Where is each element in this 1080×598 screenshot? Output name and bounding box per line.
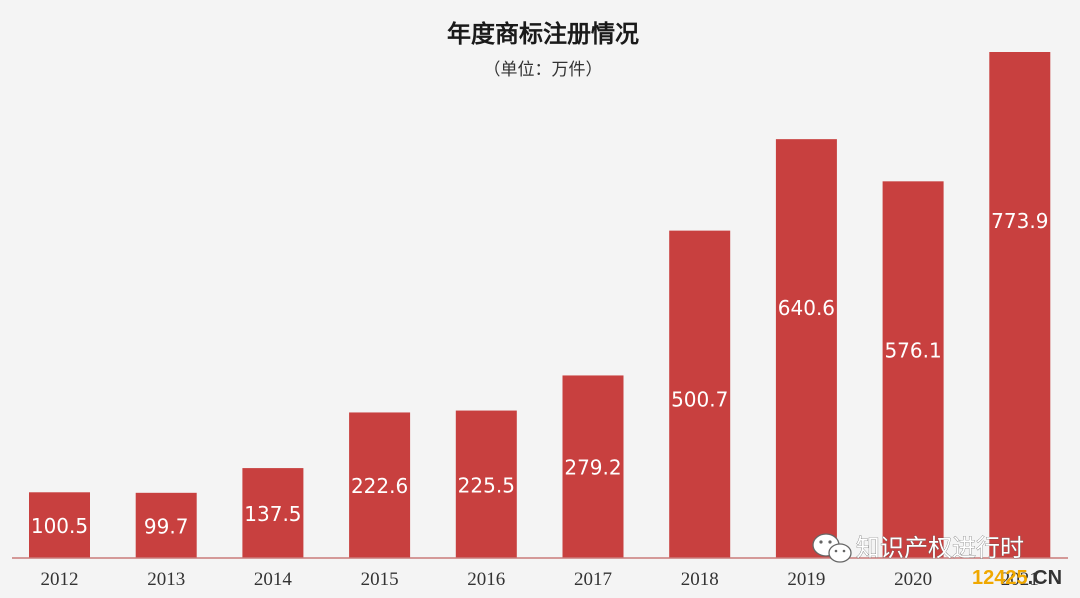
watermark-site-digits: 12425 — [972, 567, 1028, 589]
x-tick-2012: 2012 — [41, 569, 79, 590]
value-label-2016: 225.5 — [458, 473, 515, 497]
bar-2015 — [349, 412, 411, 558]
value-label-2015: 222.6 — [351, 474, 408, 498]
value-label-2013: 99.7 — [144, 514, 189, 538]
x-tick-2016: 2016 — [467, 569, 505, 590]
chart-title: 年度商标注册情况 — [447, 20, 639, 48]
value-label-2014: 137.5 — [244, 502, 301, 526]
value-label-2018: 500.7 — [671, 388, 728, 412]
x-tick-2017: 2017 — [574, 569, 612, 590]
x-tick-2014: 2014 — [254, 569, 293, 590]
x-tick-2019: 2019 — [787, 569, 825, 590]
value-label-2017: 279.2 — [564, 456, 621, 480]
x-tick-2013: 2013 — [147, 569, 185, 590]
x-tick-2021: 2021 — [1001, 569, 1039, 590]
watermark-site: 12425.CN — [972, 567, 1062, 589]
bar-2013 — [135, 492, 197, 558]
x-tick-2018: 2018 — [681, 569, 719, 590]
x-tick-2015: 2015 — [361, 569, 399, 590]
value-label-2019: 640.6 — [778, 296, 835, 320]
bar-2014 — [242, 468, 304, 558]
bar-2018 — [669, 230, 731, 558]
watermark: 知识产权进行时 12425.CN — [812, 533, 1062, 589]
bar-2017 — [562, 375, 624, 558]
x-tick-labels: 2012 2013 2014 2015 2016 2017 2018 2019 2020 2021 — [41, 569, 1039, 590]
value-label-2021: 773.9 — [991, 209, 1048, 233]
value-label-2012: 100.5 — [31, 514, 88, 538]
bar-2021 — [989, 52, 1051, 558]
bar-2016 — [455, 410, 517, 558]
value-label-2020: 576.1 — [884, 338, 941, 362]
watermark-text: 知识产权进行时 — [856, 534, 1024, 562]
bar-2012 — [29, 492, 90, 558]
x-tick-2020: 2020 — [894, 569, 932, 590]
bars-group: 100.5 99.7 137.5 222.6 225.5 279.2 500.7 640.6 5… — [29, 52, 1051, 558]
bar-2020 — [882, 181, 944, 558]
wechat-icon — [812, 533, 852, 563]
chart-subtitle: （单位：万件） — [484, 60, 603, 80]
bar-2019 — [775, 139, 837, 558]
watermark-site-suffix: .CN — [1028, 567, 1062, 589]
